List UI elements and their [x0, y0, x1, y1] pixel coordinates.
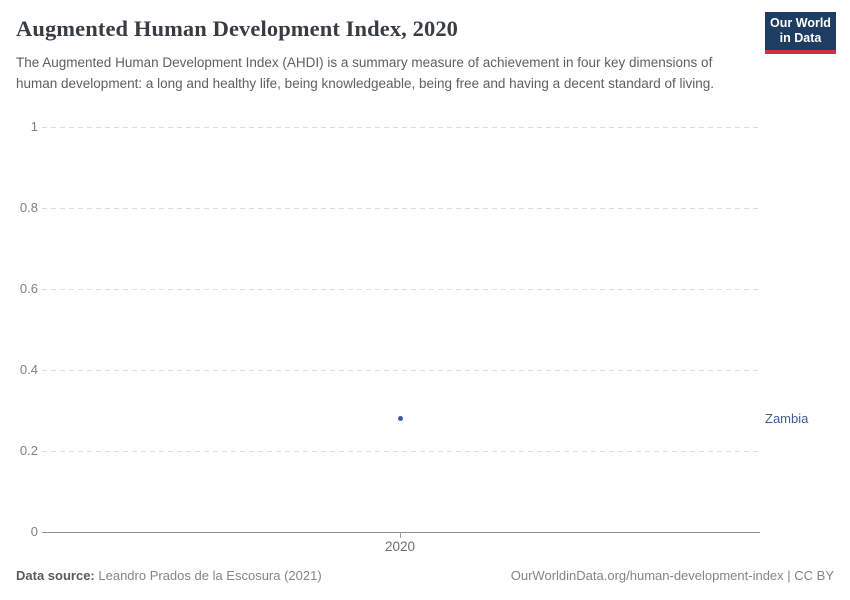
- y-axis-tick-label: 1: [30, 119, 38, 134]
- data-source: Data source: Leandro Prados de la Escosu…: [16, 568, 322, 583]
- gridline: [42, 127, 760, 128]
- chart-title: Augmented Human Development Index, 2020: [16, 16, 459, 41]
- x-axis-tick-label: 2020: [384, 539, 416, 554]
- gridline: [42, 208, 760, 209]
- chart-subtitle: The Augmented Human Development Index (A…: [16, 55, 714, 91]
- chart-footer: Data source: Leandro Prados de la Escosu…: [16, 568, 834, 583]
- x-axis-line: [42, 532, 760, 533]
- owid-logo: Our World in Data: [765, 12, 836, 54]
- data-source-label: Data source:: [16, 568, 95, 583]
- data-source-value: Leandro Prados de la Escosura (2021): [98, 568, 322, 583]
- y-axis-tick-label: 0.4: [19, 362, 38, 377]
- owid-logo-line1: Our World: [770, 16, 831, 30]
- gridline: [42, 451, 760, 452]
- y-axis-tick-label: 0.8: [19, 200, 38, 215]
- attribution: OurWorldinData.org/human-development-ind…: [510, 568, 834, 583]
- y-axis-tick-label: 0.2: [19, 443, 38, 458]
- y-axis-tick-label: 0: [30, 524, 38, 539]
- x-axis-tick-mark: [400, 532, 401, 538]
- series-label-zambia[interactable]: Zambia: [765, 410, 809, 426]
- owid-logo-line2: in Data: [779, 31, 822, 45]
- data-point-zambia[interactable]: [397, 416, 403, 422]
- y-axis-tick-label: 0.6: [19, 281, 38, 296]
- gridline: [42, 370, 760, 371]
- gridline: [42, 289, 760, 290]
